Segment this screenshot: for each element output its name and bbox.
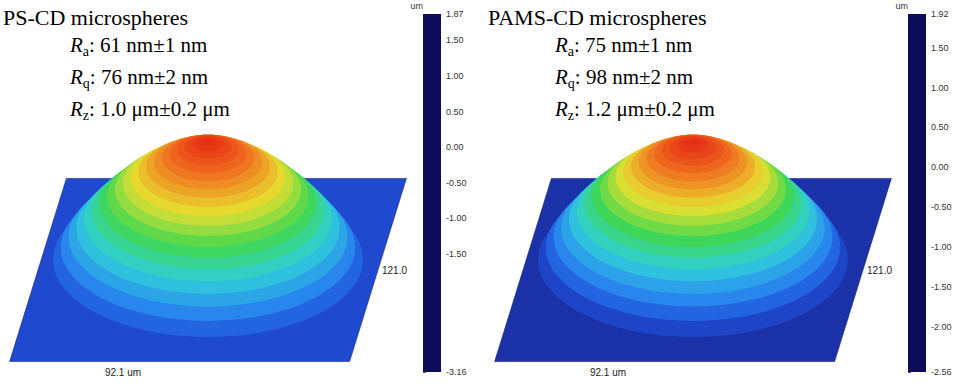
svg-text:0.00: 0.00 <box>931 162 949 172</box>
svg-text:q: q <box>568 76 575 91</box>
svg-text:92.1 um: 92.1 um <box>590 367 626 378</box>
svg-text:a: a <box>567 44 574 59</box>
svg-text:PS-CD microspheres: PS-CD microspheres <box>3 5 188 30</box>
svg-text:-0.50: -0.50 <box>446 178 467 188</box>
svg-text:a: a <box>82 44 89 59</box>
svg-text:: 61 nm±1 nm: : 61 nm±1 nm <box>89 33 207 57</box>
svg-text:q: q <box>83 76 90 91</box>
svg-text:-1.00: -1.00 <box>446 213 467 223</box>
svg-text:: 1.0 μm±0.2 μm: : 1.0 μm±0.2 μm <box>89 97 230 121</box>
svg-text:1.50: 1.50 <box>446 35 464 45</box>
svg-text:-1.50: -1.50 <box>446 249 467 259</box>
svg-text:: 98 nm±2 nm: : 98 nm±2 nm <box>575 65 693 89</box>
svg-text:0.50: 0.50 <box>931 122 949 132</box>
svg-text:: 75 nm±1 nm: : 75 nm±1 nm <box>574 33 692 57</box>
svg-text:R: R <box>554 65 568 89</box>
svg-text:: 1.2 μm±0.2 μm: : 1.2 μm±0.2 μm <box>574 97 715 121</box>
svg-text:1.00: 1.00 <box>931 83 949 93</box>
svg-text:R: R <box>69 65 83 89</box>
svg-text:0.50: 0.50 <box>446 107 464 117</box>
svg-text:121.0: 121.0 <box>867 265 892 276</box>
svg-text:: 76 nm±2 nm: : 76 nm±2 nm <box>90 65 208 89</box>
svg-text:-2.00: -2.00 <box>931 322 952 332</box>
svg-text:z: z <box>567 108 574 123</box>
svg-text:z: z <box>82 108 89 123</box>
svg-text:1.92: 1.92 <box>931 9 949 19</box>
svg-text:um: um <box>410 1 423 11</box>
svg-text:-1.00: -1.00 <box>931 242 952 252</box>
svg-text:-0.50: -0.50 <box>931 202 952 212</box>
svg-text:R: R <box>554 97 568 121</box>
svg-text:R: R <box>69 97 83 121</box>
svg-text:1.87: 1.87 <box>446 9 464 19</box>
svg-text:121.0: 121.0 <box>382 265 407 276</box>
svg-text:0.00: 0.00 <box>446 142 464 152</box>
svg-text:1.50: 1.50 <box>931 43 949 53</box>
svg-text:R: R <box>554 33 568 57</box>
svg-text:PAMS-CD microspheres: PAMS-CD microspheres <box>488 5 707 30</box>
svg-text:-3.16: -3.16 <box>446 367 467 377</box>
svg-text:-1.50: -1.50 <box>931 282 952 292</box>
svg-text:-2.56: -2.56 <box>931 367 952 377</box>
svg-text:um: um <box>895 1 908 11</box>
svg-text:92.1 um: 92.1 um <box>105 367 141 378</box>
svg-text:R: R <box>69 33 83 57</box>
svg-text:1.00: 1.00 <box>446 71 464 81</box>
